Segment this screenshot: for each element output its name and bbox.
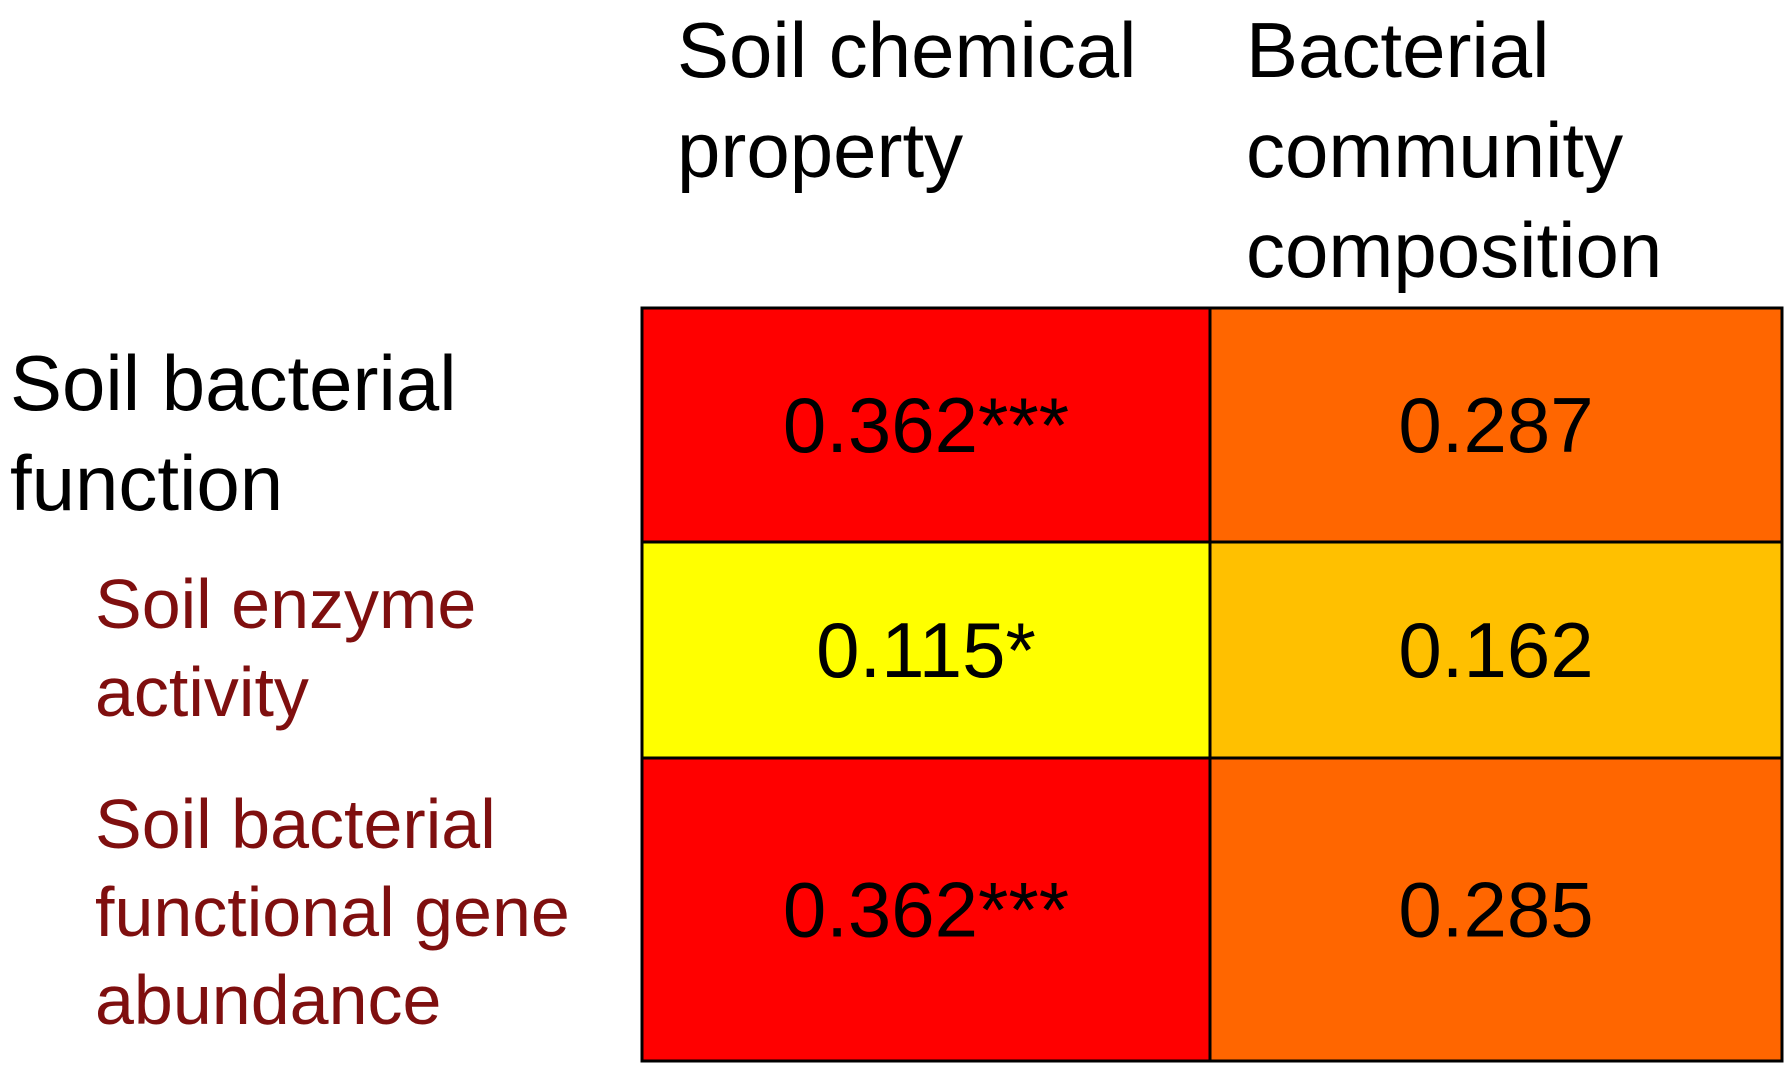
heatmap-cell-r2-c0 (640, 756, 1212, 1063)
row-label-soil-bacterial-function: Soil bacterial function (10, 339, 457, 527)
row-label-soil-enzyme-activity: Soil enzyme activity (95, 565, 477, 731)
heatmap-value-r0-c1: 0.287 (1398, 381, 1593, 469)
row-label-functional-gene-abundance: Soil bacterial functional gene abundance (95, 785, 570, 1039)
heatmap-cell-r2-c1 (1208, 756, 1784, 1063)
heatmap-value-r1-c0: 0.115* (816, 606, 1036, 694)
heatmap-value-r0-c0: 0.362*** (783, 381, 1069, 469)
heatmap-cell-r0-c1 (1208, 306, 1784, 544)
heatmap-value-r1-c1: 0.162 (1398, 606, 1593, 694)
heatmap-cell-r0-c0 (640, 306, 1212, 544)
heatmap-value-r2-c0: 0.362*** (783, 866, 1069, 954)
column-header-soil-chemical-property: Soil chemical property (677, 6, 1137, 194)
heatmap-cell-r1-c1 (1208, 540, 1784, 760)
column-header-bacterial-community-composition: Bacterial community composition (1246, 6, 1663, 294)
heatmap-value-r2-c1: 0.285 (1398, 866, 1593, 954)
heatmap-cell-r1-c0 (640, 540, 1212, 760)
